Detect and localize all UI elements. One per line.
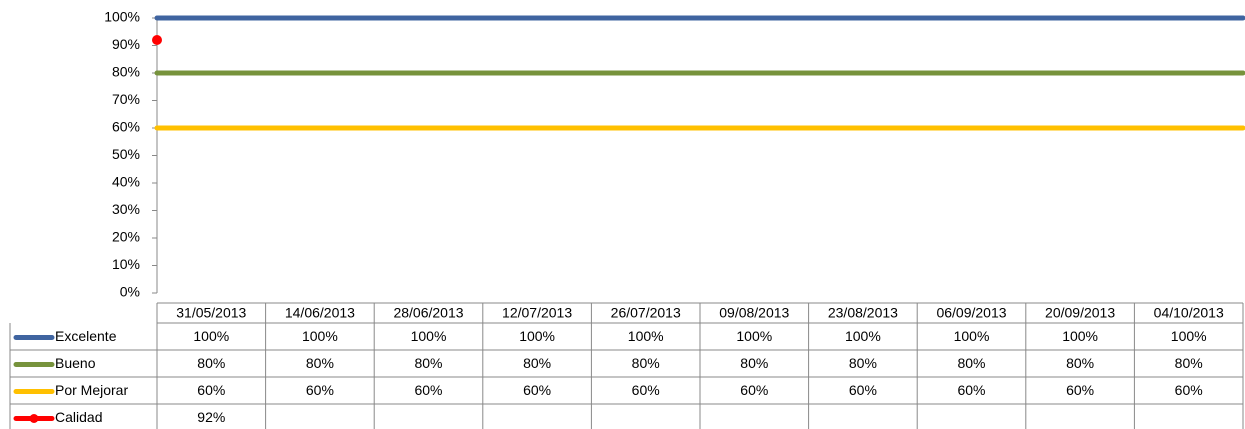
data-label: 60% (632, 382, 660, 398)
data-label: 100% (845, 328, 881, 344)
data-label: 80% (414, 355, 442, 371)
data-label: 80% (197, 355, 225, 371)
y-tick-label: 20% (112, 229, 140, 245)
data-label: 60% (957, 382, 985, 398)
data-label: 100% (302, 328, 338, 344)
x-tick-label: 31/05/2013 (176, 305, 246, 321)
data-label: 60% (849, 382, 877, 398)
data-label: 80% (1175, 355, 1203, 371)
y-tick-label: 50% (112, 146, 140, 162)
data-label: 60% (197, 382, 225, 398)
data-label: 100% (1062, 328, 1098, 344)
data-label: 80% (1066, 355, 1094, 371)
data-label: 60% (523, 382, 551, 398)
data-label: 92% (197, 409, 225, 425)
data-label: 100% (1171, 328, 1207, 344)
series-point (152, 35, 162, 45)
data-label: 60% (740, 382, 768, 398)
legend-key-marker (29, 414, 39, 423)
y-tick-label: 40% (112, 174, 140, 190)
legend-label: Bueno (55, 355, 96, 371)
x-tick-label: 04/10/2013 (1154, 305, 1224, 321)
data-label: 100% (628, 328, 664, 344)
y-tick-label: 80% (112, 64, 140, 80)
x-tick-label: 12/07/2013 (502, 305, 572, 321)
y-tick-label: 10% (112, 256, 140, 272)
data-label: 80% (957, 355, 985, 371)
y-tick-label: 60% (112, 119, 140, 135)
data-label: 60% (1175, 382, 1203, 398)
data-label: 80% (632, 355, 660, 371)
y-tick-label: 90% (112, 36, 140, 52)
data-label: 100% (193, 328, 229, 344)
y-tick-label: 0% (120, 284, 140, 300)
legend-label: Por Mejorar (55, 382, 128, 398)
legend-label: Calidad (55, 409, 102, 425)
data-label: 80% (523, 355, 551, 371)
data-label: 100% (954, 328, 990, 344)
legend-label: Excelente (55, 328, 117, 344)
x-tick-label: 23/08/2013 (828, 305, 898, 321)
data-label: 100% (411, 328, 447, 344)
x-tick-label: 28/06/2013 (393, 305, 463, 321)
x-tick-label: 06/09/2013 (936, 305, 1006, 321)
data-label: 100% (519, 328, 555, 344)
data-label: 60% (414, 382, 442, 398)
y-tick-label: 30% (112, 201, 140, 217)
y-tick-label: 70% (112, 91, 140, 107)
data-label: 60% (1066, 382, 1094, 398)
x-tick-label: 20/09/2013 (1045, 305, 1115, 321)
x-tick-label: 14/06/2013 (285, 305, 355, 321)
data-label: 80% (740, 355, 768, 371)
data-label: 80% (306, 355, 334, 371)
y-tick-label: 100% (104, 9, 140, 25)
data-label: 100% (736, 328, 772, 344)
data-label: 80% (849, 355, 877, 371)
x-tick-label: 26/07/2013 (611, 305, 681, 321)
x-tick-label: 09/08/2013 (719, 305, 789, 321)
data-label: 60% (306, 382, 334, 398)
